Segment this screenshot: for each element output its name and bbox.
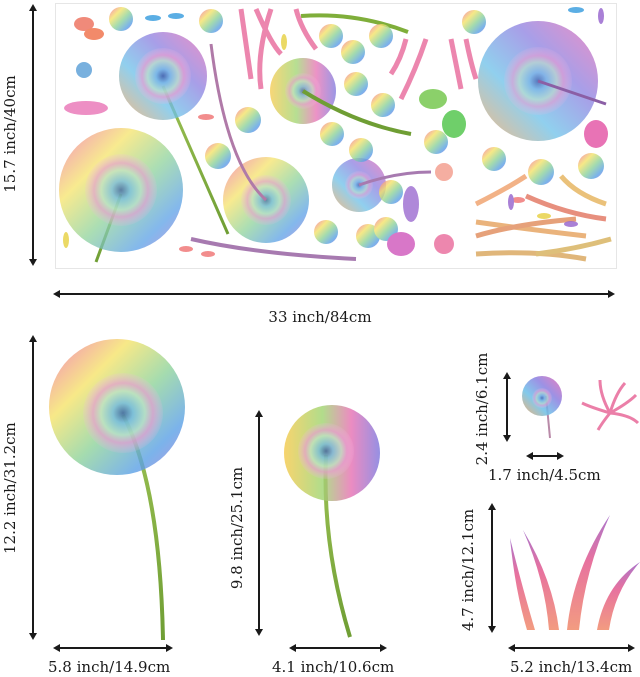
large-dandelion-height-arrow <box>29 335 37 640</box>
flower-icon <box>76 62 92 78</box>
butterfly-icon <box>584 120 608 148</box>
large-dandelion-sticker <box>49 339 185 641</box>
small-dandelion-width-label: 1.7 inch/4.5cm <box>488 466 601 484</box>
dragonfly-icon <box>403 186 419 222</box>
small-dandelion-icons <box>109 7 604 248</box>
butterfly-icon <box>74 17 104 40</box>
petal-icons <box>63 7 604 257</box>
butterfly-icon <box>419 89 466 138</box>
medium-dandelion-sticker <box>284 405 380 638</box>
sheet-width-arrow <box>53 290 615 298</box>
dandelion-icon <box>119 32 230 235</box>
large-dandelion-width-arrow <box>53 644 173 652</box>
dandelion-icon <box>209 43 309 243</box>
grass-blade-icons <box>238 8 479 101</box>
grass-blades-height-label: 4.7 inch/12.1cm <box>459 508 477 632</box>
medium-dandelion-height-label: 9.8 inch/25.1cm <box>228 466 246 590</box>
pink-flower-sticker <box>581 379 640 431</box>
grass-blades-width-arrow <box>508 644 635 652</box>
sheet-width-label: 33 inch/84cm <box>268 308 372 326</box>
sheet-height-arrow <box>29 4 37 266</box>
dandelion-icon <box>270 58 412 136</box>
dandelion-icon <box>59 128 183 263</box>
grass-blades-sticker <box>510 515 640 630</box>
grass-blade-icons <box>474 173 612 262</box>
sheet-height-label: 15.7 inch/40cm <box>1 75 19 193</box>
small-dandelion-width-arrow <box>526 452 564 460</box>
large-dandelion-width-label: 5.8 inch/14.9cm <box>48 658 171 676</box>
sticker-sheet <box>55 3 617 269</box>
medium-dandelion-height-arrow <box>255 410 263 636</box>
medium-dandelion-width-arrow <box>289 644 387 652</box>
dandelion-icon <box>478 21 607 141</box>
dandelion-icon <box>332 158 432 212</box>
small-dandelion-height-label: 2.4 inch/6.1cm <box>473 352 491 466</box>
flower-icon <box>434 163 454 254</box>
sticker-sheet-artwork <box>59 7 612 263</box>
small-dandelion-sticker <box>522 376 562 439</box>
butterfly-icon <box>387 232 415 256</box>
dragonfly-icon <box>64 101 108 115</box>
large-dandelion-height-label: 12.2 inch/31.2cm <box>1 422 19 554</box>
small-dandelion-height-arrow <box>503 372 511 442</box>
grass-blades-height-arrow <box>488 503 496 633</box>
grass-blades-width-label: 5.2 inch/13.4cm <box>510 658 633 676</box>
medium-dandelion-width-label: 4.1 inch/10.6cm <box>272 658 395 676</box>
